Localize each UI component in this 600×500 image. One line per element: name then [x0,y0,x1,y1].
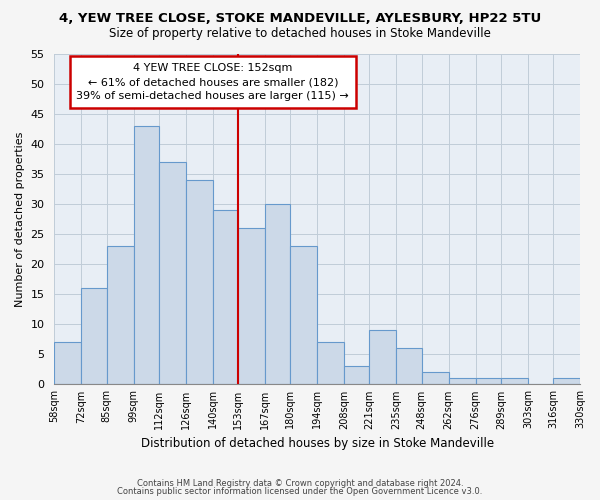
X-axis label: Distribution of detached houses by size in Stoke Mandeville: Distribution of detached houses by size … [140,437,494,450]
Bar [186,180,213,384]
Y-axis label: Number of detached properties: Number of detached properties [15,132,25,307]
Bar [397,348,422,384]
Bar [317,342,344,384]
Text: 4 YEW TREE CLOSE: 152sqm
← 61% of detached houses are smaller (182)
39% of semi-: 4 YEW TREE CLOSE: 152sqm ← 61% of detach… [76,63,349,101]
Bar [159,162,186,384]
Bar [213,210,238,384]
Bar [265,204,290,384]
Bar [501,378,528,384]
Bar [107,246,134,384]
Bar [422,372,449,384]
Bar [238,228,265,384]
Text: 4, YEW TREE CLOSE, STOKE MANDEVILLE, AYLESBURY, HP22 5TU: 4, YEW TREE CLOSE, STOKE MANDEVILLE, AYL… [59,12,541,26]
Text: Contains HM Land Registry data © Crown copyright and database right 2024.: Contains HM Land Registry data © Crown c… [137,478,463,488]
Bar [290,246,317,384]
Bar [370,330,397,384]
Bar [449,378,476,384]
Bar [553,378,580,384]
Bar [476,378,501,384]
Text: Size of property relative to detached houses in Stoke Mandeville: Size of property relative to detached ho… [109,28,491,40]
Bar [344,366,370,384]
Bar [55,342,82,384]
Bar [82,288,107,384]
Bar [134,126,159,384]
Text: Contains public sector information licensed under the Open Government Licence v3: Contains public sector information licen… [118,487,482,496]
